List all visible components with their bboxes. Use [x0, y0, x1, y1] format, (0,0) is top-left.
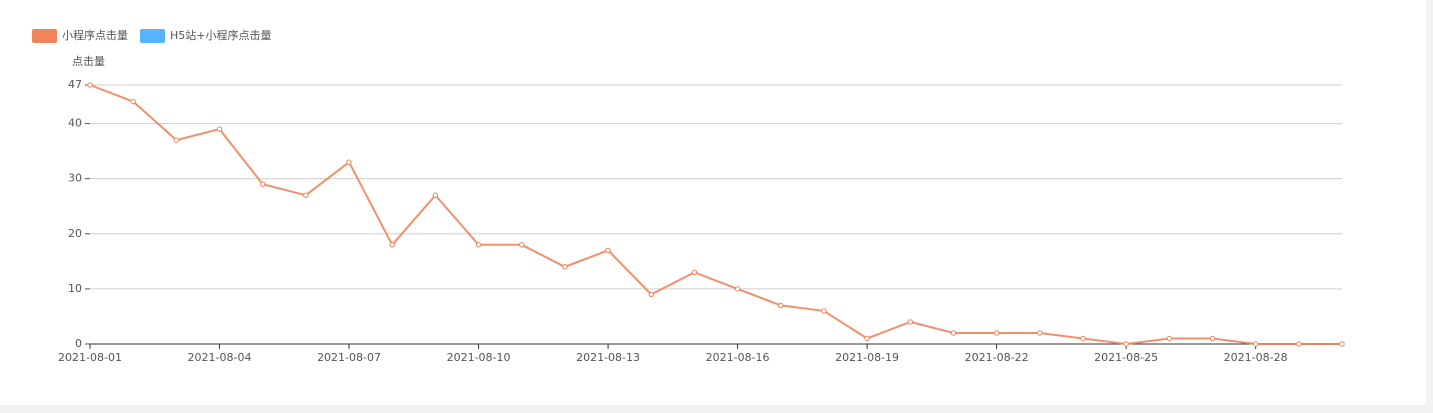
data-point — [1037, 330, 1043, 336]
data-point — [1339, 341, 1345, 347]
x-tick-label: 2021-08-04 — [188, 351, 252, 364]
data-point — [778, 302, 784, 309]
panel: 点击量 小程序点击量 H5站+小程序点击量 0 10 20 30 40 47 2021-08-0… — [0, 0, 1426, 405]
data-point — [1166, 335, 1173, 342]
data-point — [734, 286, 741, 292]
x-tick-label: 2021-08-10 — [447, 351, 511, 364]
data-point — [173, 137, 180, 143]
y-tick-label: 40 — [68, 117, 82, 130]
data-point — [993, 330, 1000, 336]
x-tick-label: 2021-08-16 — [706, 351, 770, 364]
data-point — [1296, 341, 1302, 347]
data-point — [605, 247, 611, 254]
y-tick-label: 30 — [68, 172, 82, 185]
x-tick-label: 2021-08-22 — [965, 351, 1029, 364]
x-tick-label: 2021-08-19 — [835, 351, 899, 364]
y-tick-label: 47 — [68, 78, 82, 91]
y-tick-label: 20 — [68, 227, 82, 240]
legend-label: 小程序点击量 — [62, 28, 128, 42]
data-point — [648, 291, 654, 298]
data-point — [432, 192, 439, 198]
x-tick-label: 2021-08-25 — [1094, 351, 1158, 364]
data-point — [389, 242, 395, 248]
x-tick-label: 2021-08-13 — [576, 351, 640, 364]
data-point — [1209, 335, 1216, 342]
y-axis-label: 点击量 — [72, 55, 105, 68]
data-point — [519, 242, 525, 248]
data-point — [303, 192, 309, 198]
chart: 点击量 小程序点击量 H5站+小程序点击量 0 10 20 30 40 47 2021-08-0… — [32, 28, 1345, 364]
data-point — [259, 181, 266, 187]
data-point — [87, 82, 93, 88]
x-tick-label: 2021-08-28 — [1224, 351, 1288, 364]
data-point — [130, 98, 136, 105]
data-point — [1252, 341, 1259, 347]
series-line — [89, 84, 1342, 346]
x-tick-label: 2021-08-01 — [58, 351, 122, 364]
data-point — [216, 126, 223, 132]
data-point — [864, 335, 870, 342]
data-point — [1123, 341, 1129, 347]
y-tick-label: 0 — [75, 337, 82, 350]
x-tick-label: 2021-08-07 — [317, 351, 381, 364]
data-point — [907, 319, 913, 325]
y-tick-label: 10 — [68, 282, 82, 295]
data-point — [1080, 335, 1086, 342]
data-point — [691, 269, 698, 276]
data-point — [562, 264, 568, 270]
legend-label: H5站+小程序点击量 — [170, 28, 272, 42]
data-point — [950, 330, 957, 336]
legend-swatch — [32, 29, 57, 43]
data-point — [475, 242, 482, 248]
data-point — [346, 159, 352, 165]
data-point — [821, 308, 827, 314]
legend-swatch — [140, 29, 165, 43]
